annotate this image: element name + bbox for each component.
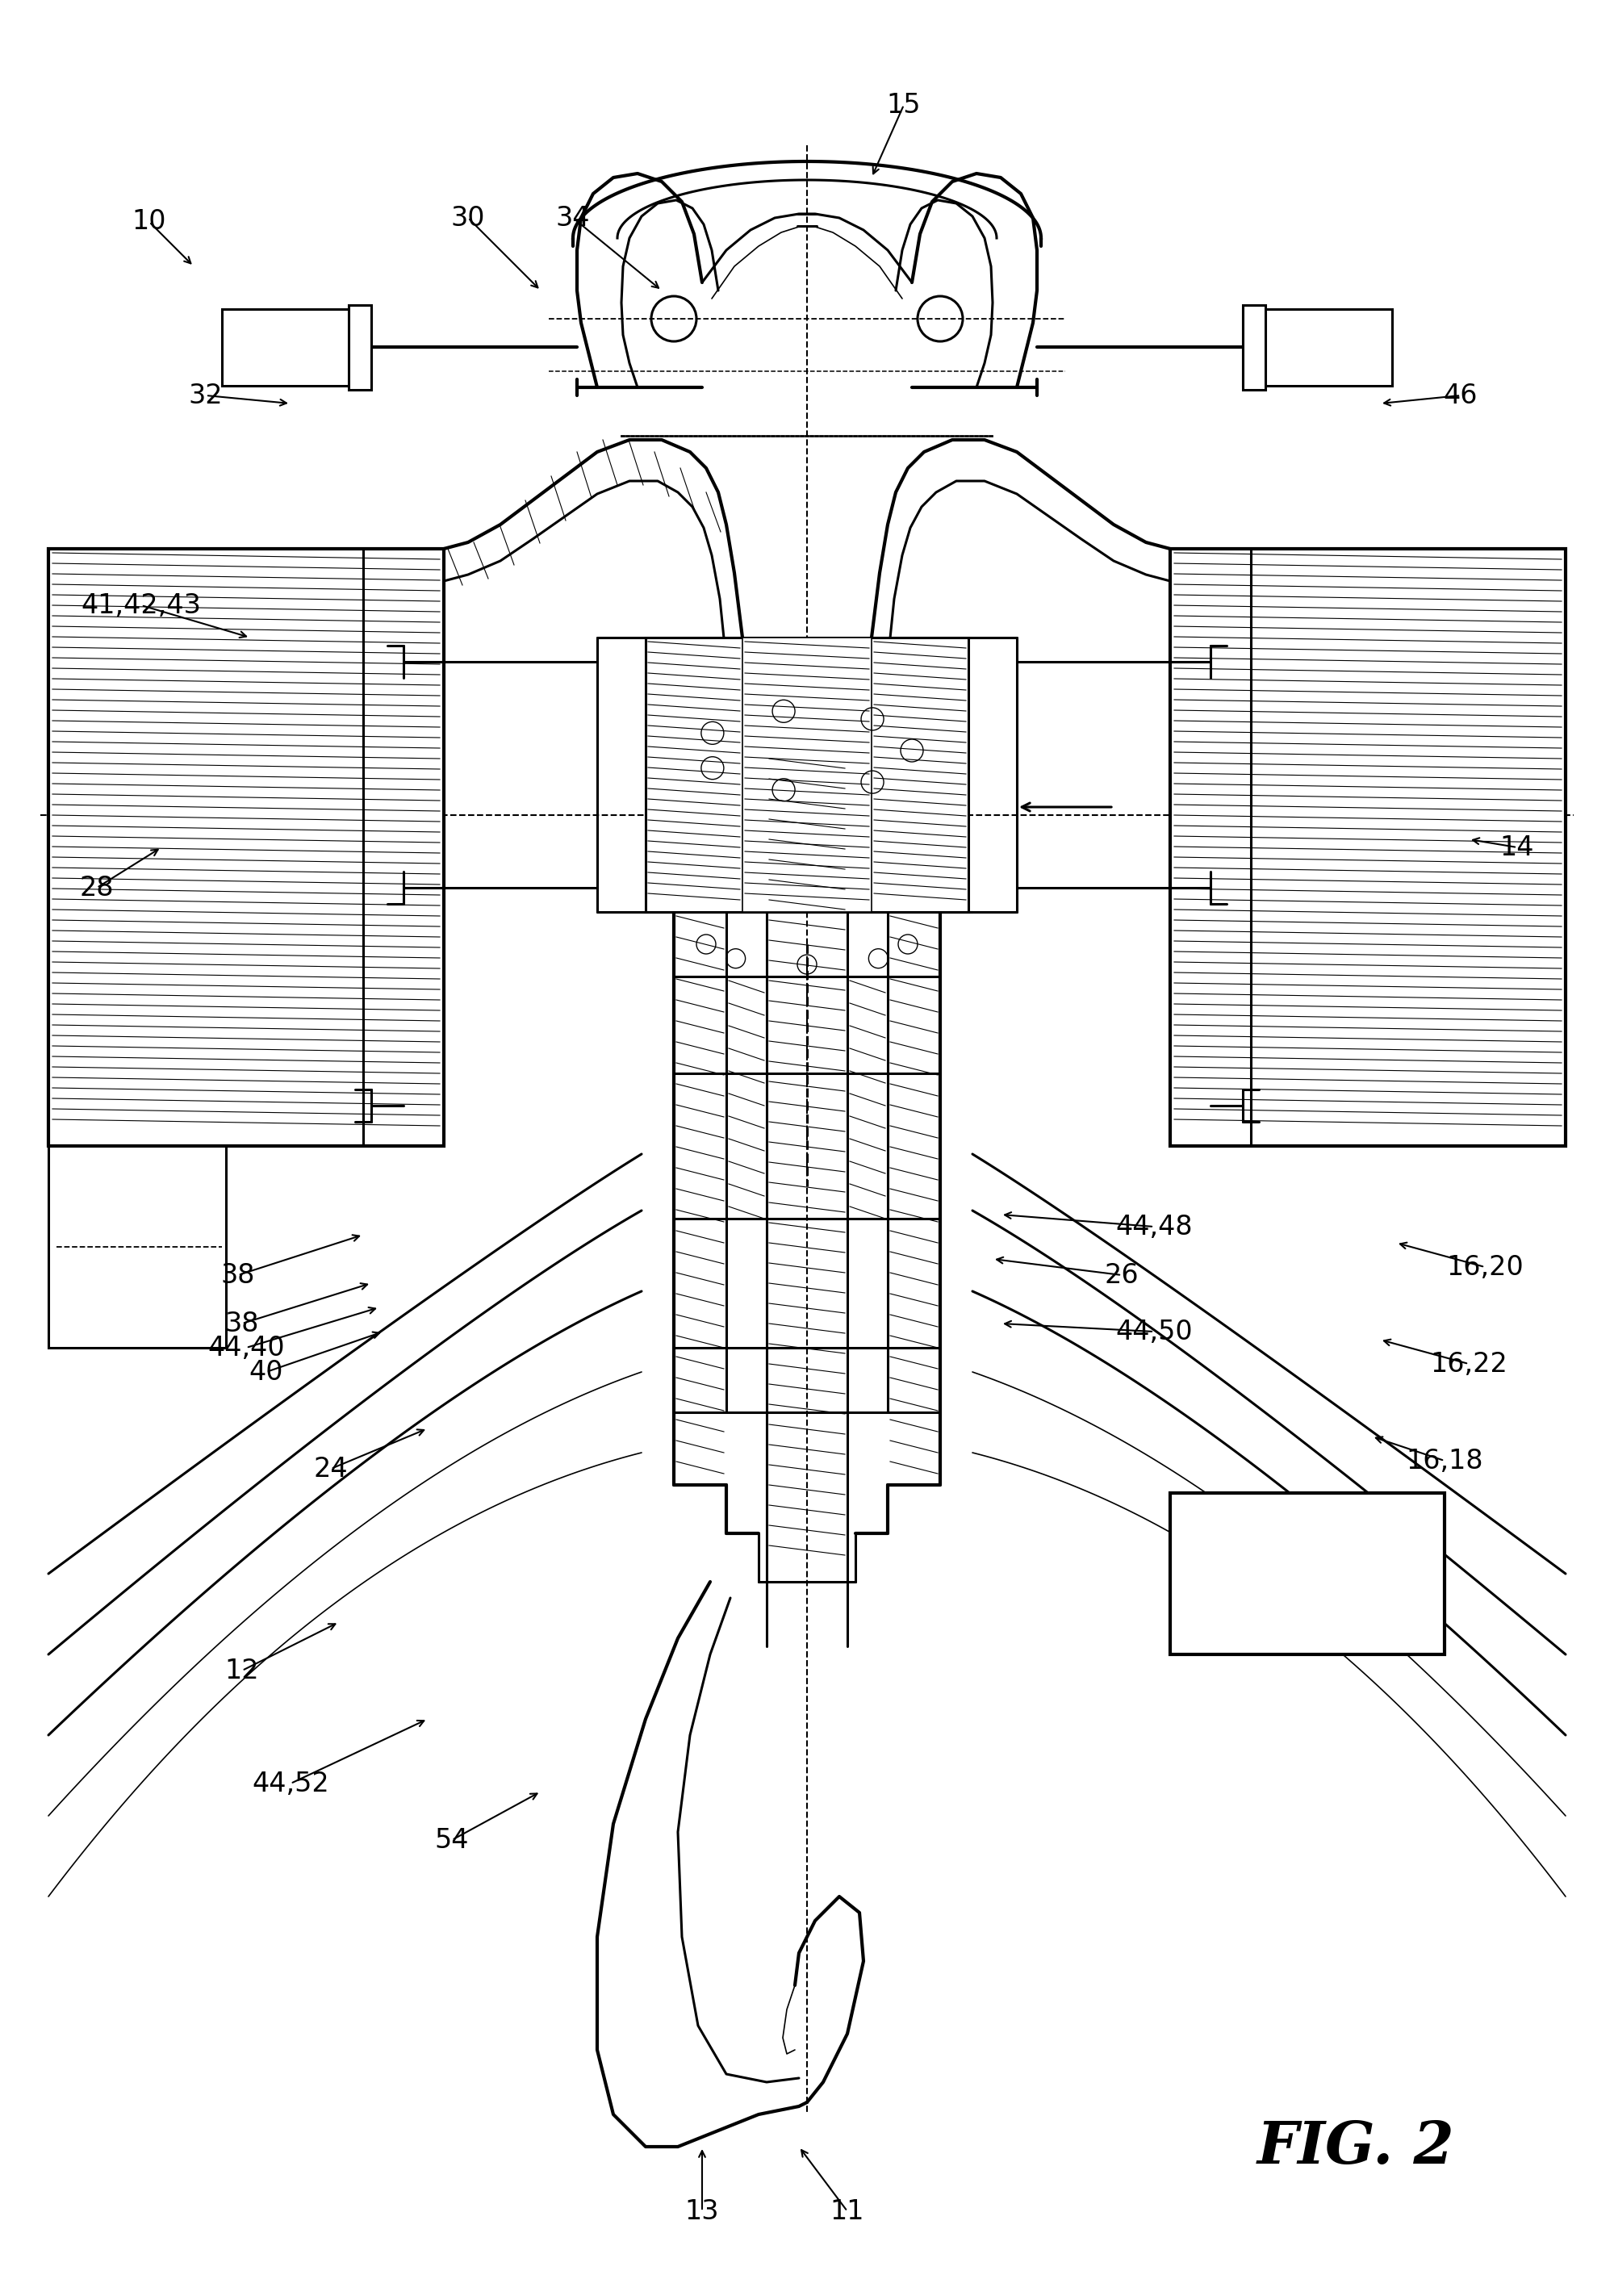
Text: 13: 13 <box>684 2197 720 2225</box>
Bar <box>1170 549 1566 1146</box>
Text: 44,40: 44,40 <box>208 1334 284 1362</box>
Bar <box>1243 308 1391 386</box>
Text: 44,50: 44,50 <box>1115 1318 1193 1345</box>
Text: 16,20: 16,20 <box>1446 1254 1524 1281</box>
Bar <box>742 638 872 912</box>
Bar <box>1170 1492 1445 1655</box>
Text: 24: 24 <box>313 1456 349 1483</box>
Text: 12: 12 <box>224 1658 260 1683</box>
Text: 38: 38 <box>224 1311 260 1336</box>
Text: 16,22: 16,22 <box>1430 1350 1507 1378</box>
Bar <box>48 1146 226 1348</box>
Text: 44,48: 44,48 <box>1115 1212 1193 1240</box>
Text: 34: 34 <box>555 204 591 232</box>
Bar <box>48 549 444 1146</box>
Text: 11: 11 <box>830 2197 865 2225</box>
Text: FIG. 2: FIG. 2 <box>1257 2117 1454 2174</box>
Text: 16,18: 16,18 <box>1406 1446 1483 1474</box>
Text: 10: 10 <box>132 209 166 234</box>
Text: 30: 30 <box>450 204 486 232</box>
Text: 40: 40 <box>249 1359 284 1384</box>
Text: 14: 14 <box>1499 833 1535 861</box>
Text: 41,42,43: 41,42,43 <box>81 592 202 618</box>
Bar <box>223 308 371 386</box>
Text: 26: 26 <box>1104 1263 1139 1288</box>
Text: 46: 46 <box>1443 381 1478 409</box>
Text: 38: 38 <box>221 1263 255 1288</box>
Bar <box>349 305 371 390</box>
Bar <box>1243 305 1265 390</box>
Text: 32: 32 <box>189 381 223 409</box>
Text: 44,52: 44,52 <box>252 1770 329 1798</box>
Text: 15: 15 <box>886 92 922 117</box>
Text: 28: 28 <box>79 875 115 900</box>
Text: 54: 54 <box>434 1828 470 1853</box>
Bar <box>646 638 968 912</box>
